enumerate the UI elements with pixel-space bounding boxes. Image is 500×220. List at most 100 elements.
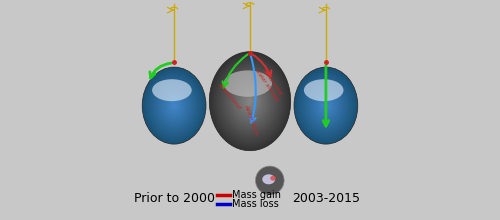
Ellipse shape [256,166,284,195]
Ellipse shape [146,72,202,139]
Ellipse shape [236,85,264,118]
Ellipse shape [242,91,258,111]
Ellipse shape [164,94,184,117]
Ellipse shape [302,77,350,134]
Ellipse shape [304,80,347,131]
Ellipse shape [227,73,273,129]
Ellipse shape [244,95,256,108]
Ellipse shape [234,81,266,121]
Ellipse shape [230,77,270,126]
Ellipse shape [212,55,288,147]
Ellipse shape [170,101,178,111]
Ellipse shape [144,70,204,141]
Ellipse shape [158,86,190,125]
Ellipse shape [210,52,290,151]
Ellipse shape [296,70,356,141]
Ellipse shape [312,89,340,122]
Ellipse shape [142,67,206,144]
Ellipse shape [169,99,179,112]
Ellipse shape [239,88,261,114]
Ellipse shape [295,68,356,143]
Ellipse shape [232,80,268,123]
Ellipse shape [243,93,257,109]
Ellipse shape [304,79,348,132]
Ellipse shape [164,93,184,118]
Ellipse shape [314,92,338,120]
Ellipse shape [155,82,193,129]
Ellipse shape [150,77,198,134]
Ellipse shape [235,83,265,119]
Ellipse shape [148,75,200,136]
Ellipse shape [171,102,177,109]
Ellipse shape [152,79,192,101]
Ellipse shape [294,67,358,144]
Ellipse shape [218,62,282,141]
Ellipse shape [146,71,203,140]
Ellipse shape [240,90,260,113]
Ellipse shape [228,75,272,128]
Text: 2003-2015: 2003-2015 [292,191,360,205]
Text: Antarctica: Antarctica [244,104,259,136]
Ellipse shape [318,97,334,115]
Ellipse shape [159,88,189,124]
Text: Mass gain: Mass gain [232,190,281,200]
Ellipse shape [325,104,327,107]
Ellipse shape [150,76,198,135]
Ellipse shape [162,92,186,120]
Ellipse shape [214,58,286,144]
Ellipse shape [148,73,201,138]
Ellipse shape [166,97,182,115]
Text: Continental
water storage: Continental water storage [254,65,285,102]
Ellipse shape [152,79,196,132]
Ellipse shape [324,103,328,108]
Ellipse shape [162,90,187,121]
Ellipse shape [302,76,350,135]
Text: Prior to 2000: Prior to 2000 [134,191,214,205]
Ellipse shape [160,89,188,122]
Ellipse shape [144,68,205,143]
Ellipse shape [224,70,276,132]
Ellipse shape [231,78,269,124]
Ellipse shape [297,71,354,140]
Ellipse shape [270,176,276,181]
Ellipse shape [262,174,275,184]
Ellipse shape [220,65,280,138]
Ellipse shape [214,57,286,146]
Ellipse shape [216,60,284,143]
Ellipse shape [307,82,345,129]
Ellipse shape [219,63,281,139]
Ellipse shape [156,84,192,127]
Ellipse shape [308,84,344,127]
Ellipse shape [226,72,274,131]
Ellipse shape [318,95,334,116]
Ellipse shape [168,98,180,113]
Ellipse shape [153,80,196,131]
Ellipse shape [224,70,272,97]
Ellipse shape [322,102,329,109]
Ellipse shape [246,96,254,106]
Ellipse shape [322,101,330,111]
Ellipse shape [298,72,354,139]
Ellipse shape [166,95,182,116]
Ellipse shape [300,75,352,136]
Ellipse shape [157,85,191,126]
Ellipse shape [320,99,331,112]
Ellipse shape [248,99,252,103]
Ellipse shape [313,90,338,121]
Text: Mass loss: Mass loss [232,198,279,209]
Ellipse shape [210,53,290,149]
Ellipse shape [316,93,336,118]
Ellipse shape [310,86,342,125]
Ellipse shape [311,88,341,124]
Text: Greenland: Greenland [216,82,242,111]
Ellipse shape [222,66,278,136]
Ellipse shape [238,86,262,116]
Ellipse shape [248,98,252,104]
Ellipse shape [304,79,344,101]
Ellipse shape [309,85,343,126]
Ellipse shape [300,73,352,138]
Ellipse shape [306,81,346,130]
Ellipse shape [173,104,175,107]
Ellipse shape [223,68,277,134]
Ellipse shape [172,103,176,108]
